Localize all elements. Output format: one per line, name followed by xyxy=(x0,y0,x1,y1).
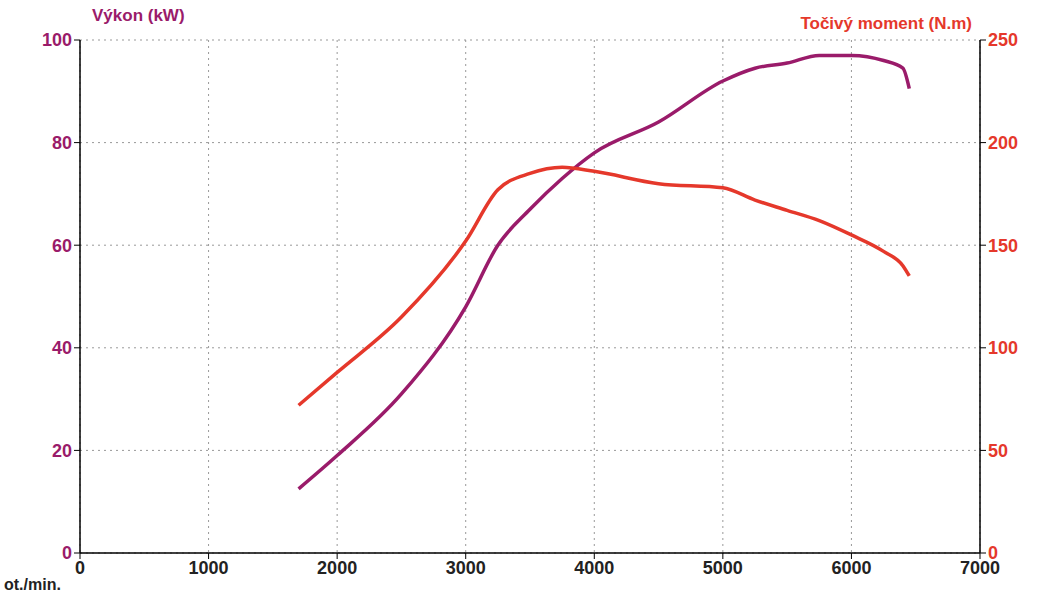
svg-text:0: 0 xyxy=(62,543,72,563)
svg-text:4000: 4000 xyxy=(574,558,614,578)
svg-text:200: 200 xyxy=(988,133,1018,153)
svg-text:50: 50 xyxy=(988,441,1008,461)
svg-text:150: 150 xyxy=(988,236,1018,256)
svg-text:5000: 5000 xyxy=(703,558,743,578)
svg-text:100: 100 xyxy=(988,338,1018,358)
svg-text:250: 250 xyxy=(988,30,1018,50)
svg-text:0: 0 xyxy=(75,558,85,578)
svg-text:100: 100 xyxy=(42,30,72,50)
svg-text:1000: 1000 xyxy=(189,558,229,578)
svg-text:3000: 3000 xyxy=(446,558,486,578)
html-text:Točivý moment (N.m): Točivý moment (N.m) xyxy=(800,14,972,33)
html-text:ot./min.: ot./min. xyxy=(4,576,61,593)
svg-text:80: 80 xyxy=(52,133,72,153)
svg-text:40: 40 xyxy=(52,338,72,358)
svg-text:6000: 6000 xyxy=(831,558,871,578)
html-text:Výkon (kW): Výkon (kW) xyxy=(92,6,185,25)
svg-text:2000: 2000 xyxy=(317,558,357,578)
svg-text:0: 0 xyxy=(988,543,998,563)
svg-text:60: 60 xyxy=(52,236,72,256)
svg-text:20: 20 xyxy=(52,441,72,461)
svg-text:7000: 7000 xyxy=(960,557,1000,578)
